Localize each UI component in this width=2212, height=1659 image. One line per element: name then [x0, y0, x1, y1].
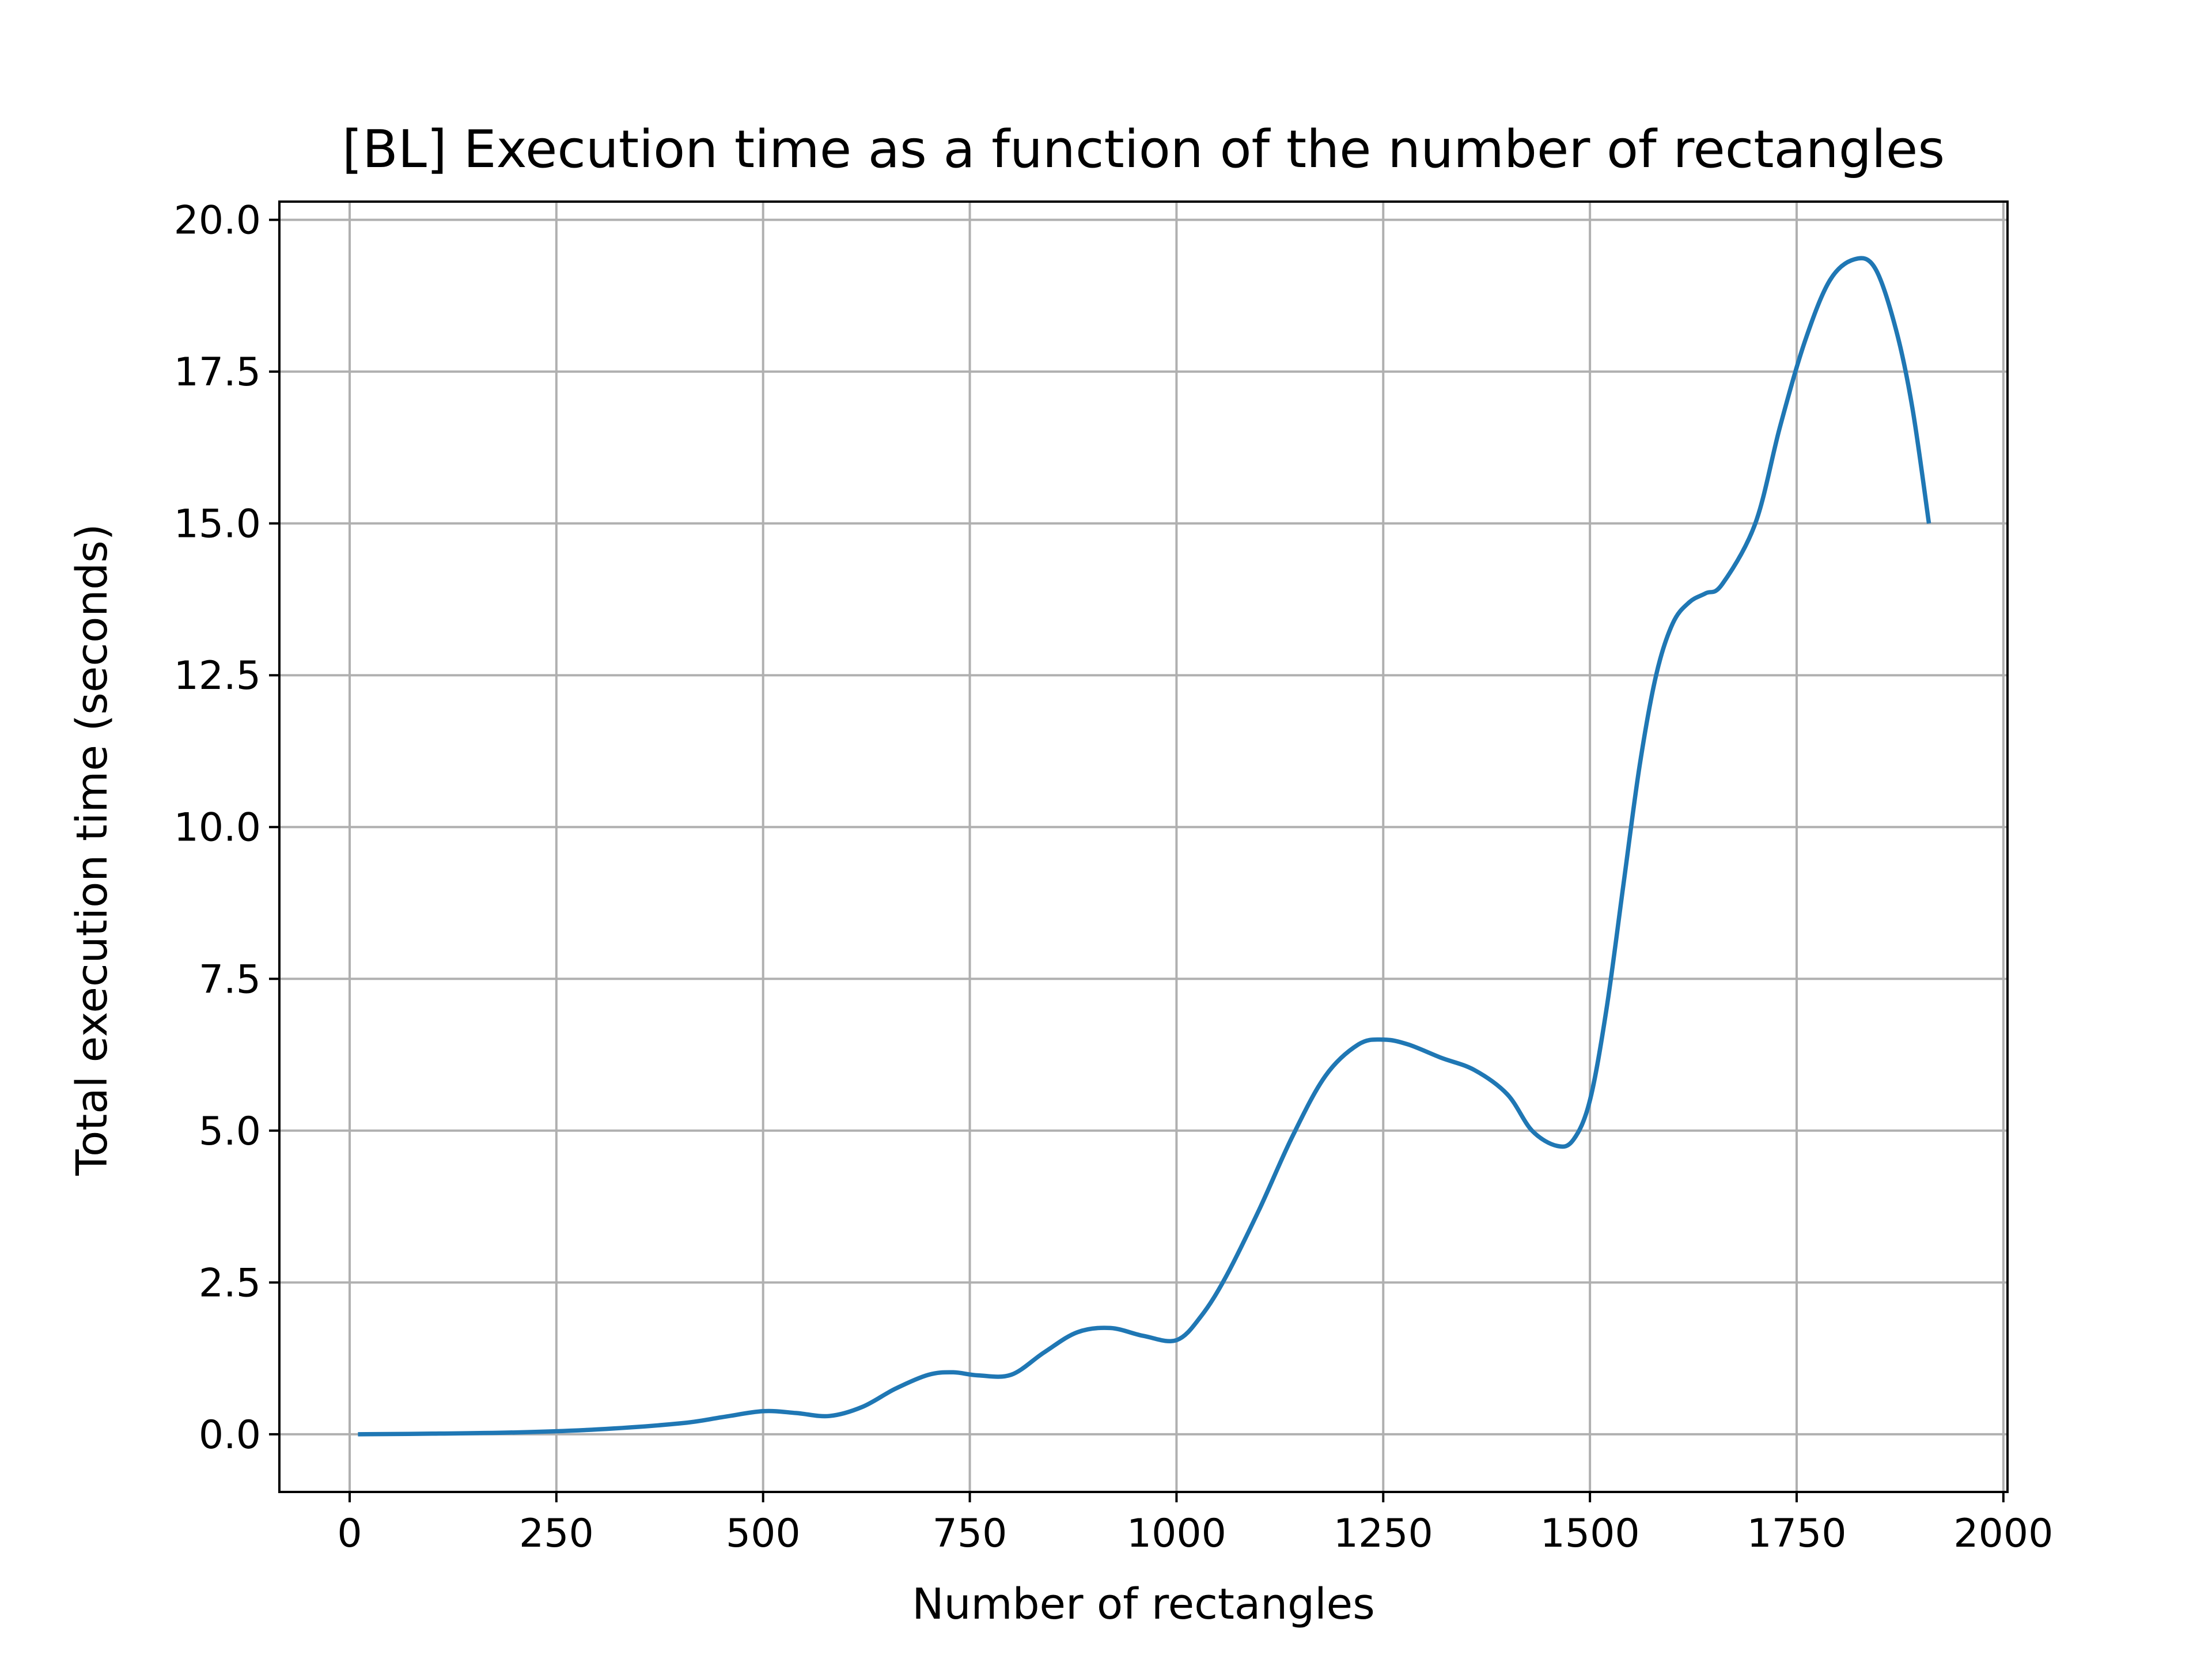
y-tick-label: 12.5 — [174, 653, 261, 699]
x-tick-label: 750 — [933, 1511, 1007, 1556]
plot-frame — [278, 200, 2009, 1493]
y-tick-label: 15.0 — [174, 502, 261, 547]
x-tick-label: 1500 — [1540, 1511, 1640, 1556]
y-axis-title: Total execution time (seconds) — [67, 524, 117, 1176]
x-axis-title: Number of rectangles — [912, 1580, 1375, 1629]
x-tick-label: 1750 — [1747, 1511, 1846, 1556]
x-tick-label: 1000 — [1127, 1511, 1226, 1556]
series-line — [358, 256, 1931, 1437]
x-tick-label: 2000 — [1953, 1511, 2053, 1556]
x-tick-label: 250 — [519, 1511, 594, 1556]
y-tick-label: 17.5 — [174, 350, 261, 395]
series-layer — [358, 256, 1931, 1437]
y-axis-ticks: 0.0 2.5 5.0 7.5 10.0 12.5 15.0 17.5 20.0 — [174, 198, 279, 1458]
y-tick-label: 20.0 — [174, 198, 261, 244]
y-tick-label: 10.0 — [174, 805, 261, 851]
y-tick-label: 2.5 — [199, 1260, 261, 1306]
y-tick-label: 5.0 — [199, 1109, 261, 1154]
x-tick-label: 0 — [337, 1511, 362, 1556]
y-tick-label: 7.5 — [199, 957, 261, 1002]
grid-lines — [279, 202, 2008, 1492]
y-tick-label: 0.0 — [199, 1412, 261, 1458]
x-tick-label: 500 — [726, 1511, 801, 1556]
x-axis-ticks: 0 250 500 750 1000 1250 1500 1750 2000 — [337, 1492, 2053, 1556]
chart-title: [BL] Execution time as a function of the… — [342, 119, 1945, 180]
x-tick-label: 1250 — [1334, 1511, 1433, 1556]
